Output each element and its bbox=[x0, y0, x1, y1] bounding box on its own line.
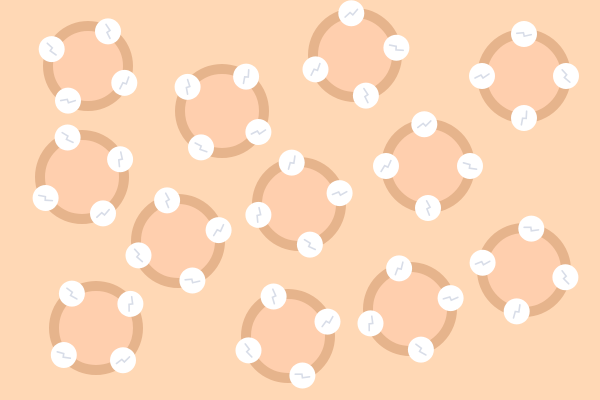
dot-mark bbox=[133, 248, 144, 263]
dot-mark bbox=[212, 223, 225, 237]
dot-mark bbox=[105, 23, 112, 40]
dot-mark bbox=[66, 287, 78, 300]
ring-group bbox=[235, 283, 341, 389]
dot-mark bbox=[294, 373, 311, 379]
ring-fill bbox=[486, 232, 562, 308]
dot-mark bbox=[287, 155, 296, 170]
ring-group bbox=[469, 21, 579, 131]
ring-fill bbox=[44, 139, 120, 215]
dot-mark bbox=[117, 151, 124, 168]
ring-group bbox=[174, 63, 272, 161]
dot-mark bbox=[380, 159, 392, 173]
dot-mark bbox=[164, 192, 171, 209]
dot-mark bbox=[96, 208, 110, 219]
ring-fill bbox=[140, 203, 216, 279]
ring-fill bbox=[390, 128, 466, 204]
dot-mark bbox=[185, 78, 191, 95]
dot-mark bbox=[119, 76, 130, 90]
dot-mark bbox=[321, 315, 334, 328]
dot-mark bbox=[512, 304, 521, 319]
dot-mark bbox=[523, 226, 540, 232]
ring bbox=[35, 130, 129, 224]
ring bbox=[43, 21, 133, 111]
ring-fill bbox=[52, 30, 124, 102]
ring bbox=[175, 64, 269, 158]
ring-fill bbox=[261, 166, 337, 242]
dot-mark bbox=[46, 42, 57, 56]
ring-group bbox=[357, 255, 464, 363]
ring-fill bbox=[486, 38, 562, 114]
dot-mark bbox=[61, 131, 74, 144]
ring bbox=[241, 289, 335, 383]
dot-mark bbox=[344, 8, 359, 18]
ring-group bbox=[125, 187, 232, 294]
dot-mark bbox=[38, 194, 54, 202]
dot-mark bbox=[415, 343, 427, 356]
ring-fill bbox=[58, 290, 134, 366]
ring-fill bbox=[372, 271, 448, 347]
ring-group bbox=[245, 149, 353, 258]
dot-mark bbox=[242, 69, 250, 85]
ring-fill bbox=[250, 298, 326, 374]
dot-mark bbox=[462, 162, 478, 170]
dot-mark bbox=[394, 261, 404, 276]
ring-group bbox=[49, 280, 144, 375]
dot-mark bbox=[474, 260, 491, 266]
ring-group bbox=[32, 124, 134, 227]
dot-mark bbox=[244, 343, 253, 358]
dot-mark bbox=[256, 206, 262, 223]
dot-mark bbox=[442, 295, 459, 302]
dot-mark bbox=[425, 200, 432, 216]
dot-mark bbox=[194, 142, 208, 153]
dot-mark bbox=[310, 62, 321, 77]
dot-mark bbox=[520, 110, 528, 126]
dot-mark bbox=[184, 278, 201, 284]
dot-mark bbox=[515, 31, 533, 38]
ring bbox=[49, 281, 143, 375]
dot-mark bbox=[250, 129, 267, 136]
ring-group bbox=[373, 111, 483, 221]
ring-pattern bbox=[32, 0, 579, 389]
dot-mark bbox=[561, 69, 571, 83]
dot-mark bbox=[417, 120, 432, 129]
ring-fill bbox=[317, 17, 393, 93]
ring-group bbox=[38, 18, 138, 114]
ring-group bbox=[469, 215, 579, 325]
dot-mark bbox=[271, 288, 277, 305]
dot-mark bbox=[474, 73, 490, 80]
dot-mark bbox=[56, 351, 72, 359]
dot-mark bbox=[59, 98, 77, 104]
dot-mark bbox=[561, 270, 570, 285]
dot-mark bbox=[115, 356, 131, 365]
ring-fill bbox=[184, 73, 260, 149]
dot-mark bbox=[388, 44, 404, 52]
dot-mark bbox=[368, 315, 374, 332]
dot-mark bbox=[331, 190, 348, 197]
dot-mark bbox=[128, 295, 134, 312]
ring-group bbox=[302, 0, 410, 109]
dot-mark bbox=[363, 87, 370, 104]
dot-mark bbox=[303, 238, 317, 251]
